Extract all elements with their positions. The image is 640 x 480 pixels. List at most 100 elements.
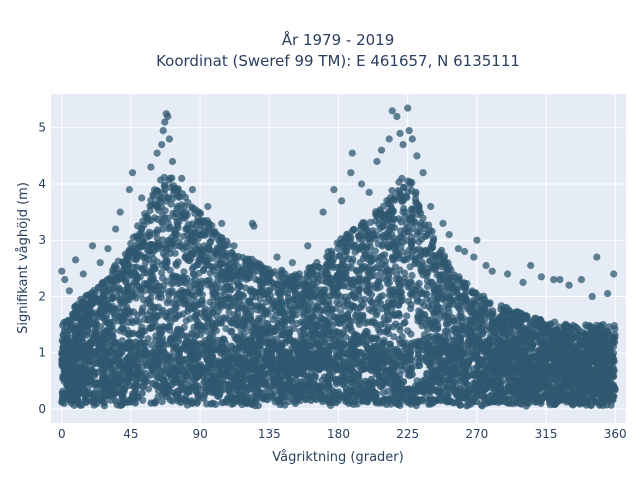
scatter-point	[451, 324, 459, 332]
scatter-point	[172, 304, 180, 312]
scatter-point	[599, 321, 607, 329]
scatter-point	[375, 277, 383, 285]
scatter-point	[299, 293, 307, 301]
scatter-point	[327, 247, 335, 255]
scatter-point	[232, 334, 240, 342]
scatter-point	[179, 273, 187, 281]
scatter-point	[88, 300, 96, 308]
scatter-point	[198, 297, 206, 305]
scatter-point	[171, 315, 180, 323]
scatter-point	[395, 279, 403, 287]
scatter-point	[326, 292, 334, 300]
scatter-point	[271, 302, 279, 310]
scatter-point	[397, 287, 405, 295]
scatter-point	[188, 293, 196, 301]
scatter-point	[68, 310, 77, 318]
scatter-point	[174, 258, 182, 266]
scatter-point	[138, 230, 146, 238]
scatter-point	[476, 315, 484, 323]
scatter-point	[111, 311, 119, 319]
scatter-point	[582, 321, 590, 329]
scatter-point	[336, 251, 344, 259]
scatter-point	[389, 323, 397, 331]
scatter-point	[572, 333, 581, 341]
scatter-point	[367, 291, 376, 299]
scatter-point	[221, 252, 229, 260]
scatter-point	[366, 218, 374, 226]
scatter-point	[314, 294, 322, 302]
scatter-point	[180, 323, 188, 331]
scatter-point	[400, 256, 408, 264]
scatter-point	[256, 295, 264, 303]
scatter-point	[183, 225, 191, 233]
scatter-point	[436, 249, 444, 257]
scatter-point	[203, 400, 211, 408]
scatter-point	[220, 296, 228, 304]
scatter-point	[284, 289, 292, 298]
scatter-point	[605, 330, 613, 338]
scatter-point	[398, 174, 406, 182]
scatter-point	[124, 267, 132, 275]
scatter-point	[239, 292, 248, 300]
scatter-point	[421, 290, 429, 298]
scatter-point	[500, 316, 508, 324]
scatter-point	[378, 252, 386, 260]
scatter-point	[418, 322, 426, 330]
scatter-point	[293, 306, 301, 314]
scatter-point	[355, 286, 363, 294]
scatter-point	[363, 243, 371, 251]
scatter-point	[100, 292, 108, 301]
scatter-point	[159, 236, 167, 244]
scatter-point	[269, 316, 277, 324]
scatter-point	[161, 181, 169, 189]
scatter-point	[190, 271, 198, 279]
scatter-point	[390, 333, 398, 341]
scatter-point	[81, 330, 89, 338]
scatter-point	[456, 295, 464, 304]
scatter-point	[234, 304, 242, 312]
scatter-point	[341, 293, 349, 301]
scatter-point	[125, 296, 133, 304]
scatter-point	[216, 316, 224, 324]
scatter-point	[395, 336, 403, 344]
scatter-point	[497, 305, 505, 313]
scatter-point	[407, 330, 415, 338]
scatter-point	[174, 185, 182, 193]
scatter-point	[151, 214, 159, 222]
scatter-point	[400, 183, 408, 191]
scatter-point	[211, 228, 219, 236]
scatter-point	[428, 242, 436, 250]
scatter-point	[218, 235, 226, 243]
scatter-point	[420, 248, 428, 256]
scatter-point	[414, 313, 422, 321]
scatter-point	[441, 327, 449, 335]
scatter-point	[107, 288, 115, 296]
scatter-point	[390, 224, 399, 232]
scatter-point	[384, 309, 392, 318]
scatter-point	[434, 280, 442, 288]
scatter-point	[432, 309, 440, 317]
scatter-point	[355, 235, 364, 243]
scatter-point	[140, 280, 148, 288]
scatter-point	[472, 329, 480, 337]
scatter-point	[518, 327, 526, 335]
scatter-point	[274, 271, 282, 279]
scatter-points	[58, 104, 619, 410]
scatter-point	[424, 334, 432, 342]
scatter-point	[71, 329, 79, 337]
scatter-point	[506, 324, 514, 332]
scatter-point	[488, 317, 496, 325]
scatter-point	[255, 316, 263, 325]
scatter-point	[152, 279, 160, 287]
scatter-point	[611, 331, 619, 339]
scatter-point	[412, 190, 420, 198]
scatter-point	[442, 278, 450, 286]
scatter-point	[408, 272, 416, 280]
scatter-point	[205, 276, 214, 284]
scatter-point	[206, 238, 214, 246]
scatter-point	[190, 323, 198, 331]
scatter-point	[171, 213, 179, 221]
scatter-point	[419, 271, 427, 279]
